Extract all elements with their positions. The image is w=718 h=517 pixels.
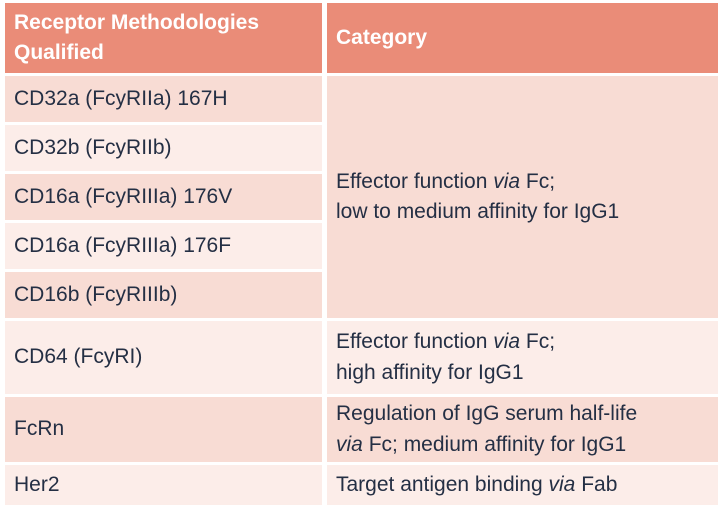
category-cell: Effector function via Fc; low to medium a… (327, 76, 718, 318)
receptor-cell: FcRn (5, 397, 322, 462)
table-row: FcRn Regulation of IgG serum half-life vi… (5, 397, 718, 462)
receptor-cell: CD16a (FcyRIIIa) 176F (5, 223, 322, 269)
receptor-cell: Her2 (5, 465, 322, 505)
table-row: Her2 Target antigen binding via Fab (5, 465, 718, 505)
table-row: CD32a (FcyRIIa) 167H Effector function v… (5, 76, 718, 318)
table-row: CD16b (FcyRIIIb) (5, 272, 718, 318)
receptor-column-header: Receptor Methodologies Qualified (5, 3, 322, 73)
category-cell: Regulation of IgG serum half-life via Fc;… (327, 397, 718, 462)
category-column-header: Category (327, 3, 718, 73)
receptor-cell: CD32a (FcyRIIa) 167H (5, 76, 322, 122)
table-row: CD64 (FcyRI) Effector function via Fc; hi… (5, 321, 718, 394)
receptor-cell: CD32b (FcyRIIb) (5, 125, 322, 171)
table-row: CD16a (FcyRIIIa) 176F (5, 223, 718, 269)
receptor-cell: CD16b (FcyRIIIb) (5, 272, 322, 318)
table-row: CD16a (FcyRIIIa) 176V (5, 174, 718, 220)
header-row: Receptor Methodologies Qualified Category (5, 3, 718, 73)
table-body: CD32a (FcyRIIa) 167H Effector function v… (5, 76, 718, 505)
table-header: Receptor Methodologies Qualified Category (5, 3, 718, 73)
receptor-cell: CD16a (FcyRIIIa) 176V (5, 174, 322, 220)
table-row: CD32b (FcyRIIb) (5, 125, 718, 171)
receptor-cell: CD64 (FcyRI) (5, 321, 322, 394)
category-cell: Target antigen binding via Fab (327, 465, 718, 505)
category-cell: Effector function via Fc; high affinity f… (327, 321, 718, 394)
